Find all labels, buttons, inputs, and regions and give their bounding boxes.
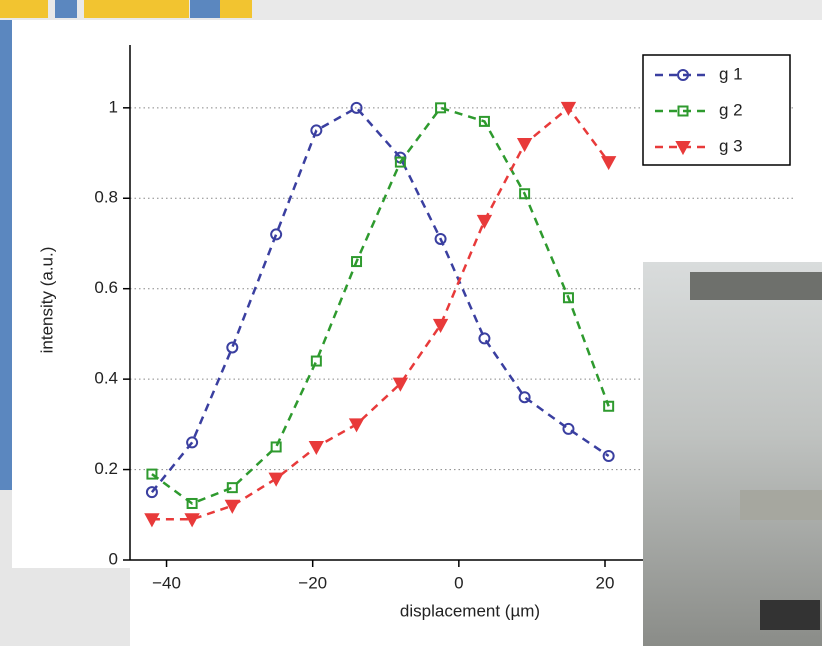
- y-tick-label: 0: [109, 549, 118, 568]
- x-tick-label: 0: [454, 573, 463, 592]
- legend-label: g 3: [719, 136, 743, 155]
- legend-label: g 2: [719, 100, 743, 119]
- photo-object: [760, 600, 820, 630]
- y-axis-label: intensity (a.u.): [37, 247, 56, 354]
- x-tick-label: −40: [152, 573, 181, 592]
- x-tick-label: 20: [596, 573, 615, 592]
- decor: [220, 0, 252, 18]
- bottom-gray: [0, 568, 130, 646]
- legend: g 1 g 2 g 3: [643, 55, 790, 165]
- decor: [55, 0, 77, 18]
- y-tick-label: 0.2: [94, 459, 118, 478]
- legend-label: g 1: [719, 64, 743, 83]
- photo-shelf: [690, 272, 822, 300]
- decor: [0, 0, 48, 18]
- photo-overlay: [643, 262, 822, 646]
- photo-object: [740, 490, 822, 520]
- y-tick-label: 0.6: [94, 278, 118, 297]
- legend-box: [643, 55, 790, 165]
- side-bar: [0, 20, 12, 490]
- decor: [84, 0, 189, 18]
- x-tick-label: −20: [298, 573, 327, 592]
- y-tick-label: 1: [109, 97, 118, 116]
- screenshot: intensity (a.u.) displacement (µm) 0 0.2 0…: [0, 0, 822, 646]
- y-tick-label: 0.8: [94, 188, 118, 207]
- decor: [190, 0, 220, 18]
- x-axis-label: displacement (µm): [400, 601, 540, 620]
- y-tick-label: 0.4: [94, 369, 118, 388]
